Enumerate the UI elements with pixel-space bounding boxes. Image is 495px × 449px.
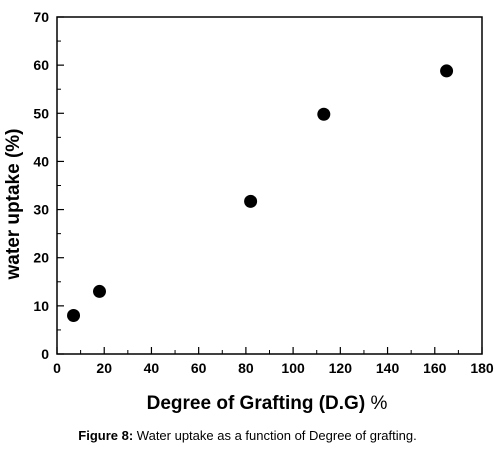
x-axis-title: Degree of Grafting (D.G) % [147,393,388,414]
figure-caption: Figure 8: Water uptake as a function of … [0,428,495,444]
y-axis-ticks: 0 10 20 30 40 50 60 70 [33,9,64,362]
y-tick-label: 0 [41,346,49,362]
data-point [317,107,331,121]
y-tick-label: 10 [33,298,49,314]
x-tick-label: 0 [53,360,61,376]
y-axis-title: water uptake (%) [3,129,24,281]
x-tick-label: 20 [96,360,112,376]
x-tick-label: 80 [238,360,254,376]
x-tick-label: 40 [144,360,160,376]
x-tick-label: 100 [281,360,305,376]
y-tick-label: 50 [33,105,49,121]
y-tick-label: 60 [33,57,49,73]
x-tick-label: 160 [423,360,447,376]
x-tick-label: 120 [329,360,353,376]
x-tick-label: 60 [191,360,207,376]
data-points [67,64,454,322]
y-tick-label: 40 [33,153,49,169]
data-point [93,284,106,298]
plot-frame [56,16,483,355]
caption-lead: Figure 8: [78,428,134,443]
x-axis-ticks: 0 20 40 60 80 100 120 140 160 180 [53,347,494,376]
caption-text: Water uptake as a function of Degree of … [133,428,417,443]
y-tick-label: 30 [33,202,49,218]
data-point [244,194,258,208]
x-tick-label: 180 [470,360,494,376]
data-point [440,64,454,78]
data-point [67,308,81,322]
y-tick-label: 20 [33,250,49,266]
y-tick-label: 70 [33,9,49,25]
x-tick-label: 140 [376,360,400,376]
